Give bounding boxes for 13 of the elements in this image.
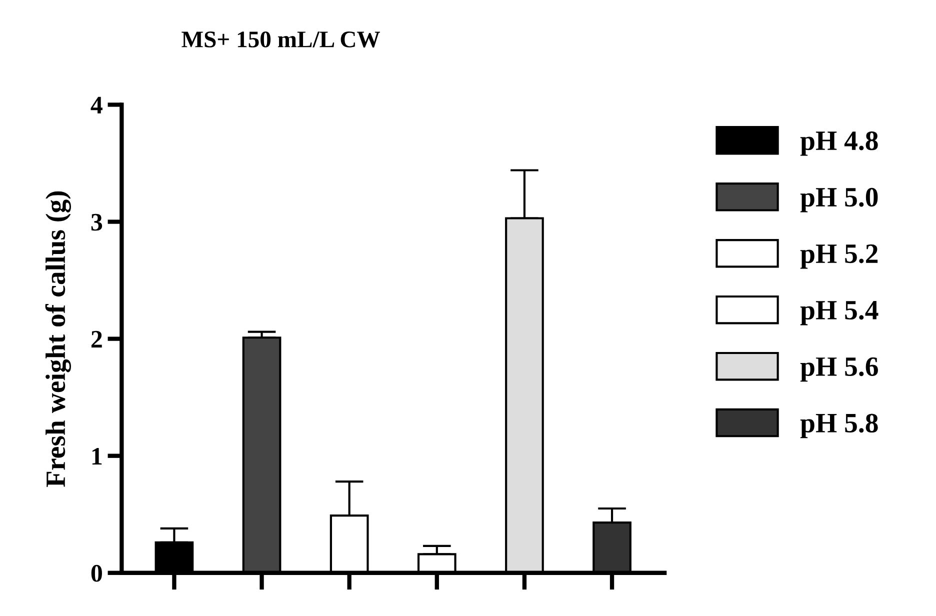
legend-label: pH 5.2 (800, 244, 878, 269)
y-axis-title: Fresh weight of callus (g) (45, 191, 71, 487)
y-tick-label: 1 (92, 448, 102, 465)
y-tick-label: 3 (91, 214, 102, 231)
chart-title: MS+ 150 mL/L CW (182, 31, 380, 48)
legend-label: pH 5.4 (800, 301, 878, 326)
y-tick-label: 4 (90, 96, 102, 114)
legend-label: pH 5.6 (800, 357, 878, 382)
legend-label: pH 5.0 (800, 188, 878, 212)
legend-label: pH 5.8 (800, 414, 878, 438)
y-tick-label: 2 (91, 330, 102, 348)
y-tick-label: 0 (91, 564, 102, 582)
legend-label: pH 4.8 (800, 131, 878, 156)
